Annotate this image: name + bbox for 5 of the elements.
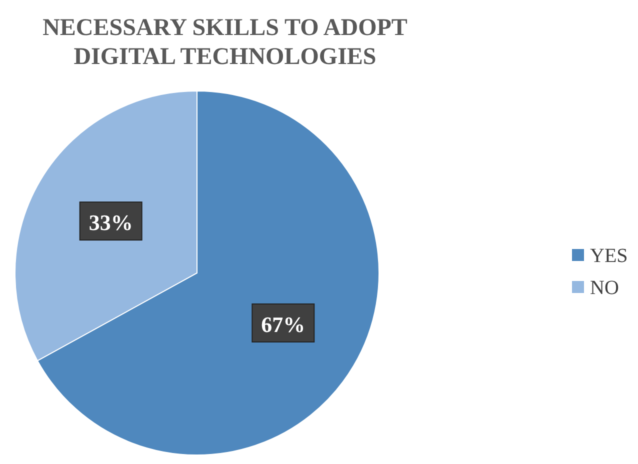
chart-title: NECESSARY SKILLS TO ADOPT DIGITAL TECHNOLOGIES [42,15,408,70]
legend-label: NO [590,277,619,299]
data-label: 33% [88,210,133,236]
data-label: 67% [261,312,306,337]
legend-label: YES [590,245,628,267]
